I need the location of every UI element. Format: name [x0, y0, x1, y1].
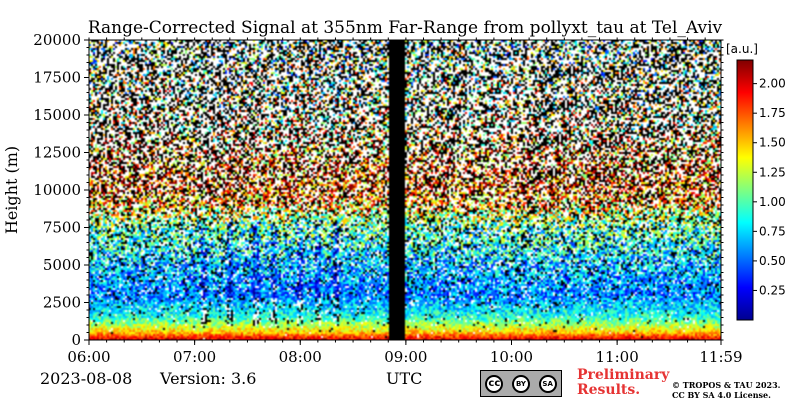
colorbar-tick-label: 1.25 — [759, 165, 786, 179]
sa-icon: SA — [538, 374, 557, 393]
plot-area — [88, 39, 722, 341]
y-tick-label: 0 — [71, 331, 81, 349]
cc-icon: cc — [485, 374, 504, 393]
version-label: Version: 3.6 — [160, 369, 257, 388]
x-tick-label: 06:00 — [67, 348, 110, 366]
colorbar-tick-label: 0.25 — [759, 283, 786, 297]
preliminary-line-2: Results. — [577, 382, 641, 398]
colorbar-tick-label: 1.50 — [759, 136, 786, 150]
y-tick-label: 7500 — [43, 219, 81, 237]
y-axis: 0 2500 5000 7500 10000 12500 15000 17500 20000 — [33, 31, 724, 349]
utc-label: UTC — [386, 369, 423, 388]
colorbar-ticks: 0.25 0.50 0.75 1.00 1.25 1.50 1.75 2.00 — [753, 77, 786, 297]
license-note: © TROPOS & TAU 2023. CC BY SA 4.0 Licens… — [672, 380, 780, 400]
y-tick-label: 12500 — [33, 144, 81, 162]
chart-title: Range-Corrected Signal at 355nm Far-Rang… — [88, 18, 723, 38]
colorbar-tick-label: 0.75 — [759, 224, 786, 238]
colorbar-tick-label: 0.50 — [759, 254, 786, 268]
x-tick-label: 07:00 — [173, 348, 216, 366]
x-axis: 06:00 07:00 08:00 09:00 10:00 11:00 11:59 — [67, 37, 743, 366]
date-label: 2023-08-08 — [40, 369, 133, 388]
by-icon: BY — [511, 374, 530, 393]
colorbar-tick-label: 1.00 — [759, 195, 786, 209]
x-tick-label: 09:00 — [384, 348, 427, 366]
preliminary-line-1: Preliminary — [577, 367, 670, 383]
colorbar: [a.u.] 0.25 0.50 0.75 1.00 1.25 1.50 1.75 2.00 — [726, 42, 786, 321]
y-tick-label: 20000 — [33, 31, 81, 49]
x-tick-label: 08:00 — [279, 348, 322, 366]
license-line-2: CC BY SA 4.0 License. — [672, 390, 771, 400]
x-tick-label: 11:00 — [596, 348, 639, 366]
x-tick-label: 10:00 — [490, 348, 533, 366]
y-tick-label: 5000 — [43, 256, 81, 274]
colorbar-tick-label: 1.75 — [759, 106, 786, 120]
y-tick-label: 2500 — [43, 294, 81, 312]
license-line-1: © TROPOS & TAU 2023. — [672, 380, 781, 390]
y-axis-label: Height (m) — [2, 146, 21, 234]
y-tick-label: 15000 — [33, 106, 81, 124]
colorbar-tick-label: 2.00 — [759, 77, 786, 91]
x-tick-label: 11:59 — [699, 348, 742, 366]
cc-license-badge: cc BY SA — [480, 370, 562, 397]
y-tick-label: 17500 — [33, 69, 81, 87]
preliminary-note: Preliminary Results. — [577, 368, 669, 398]
signal-heatmap — [89, 40, 721, 340]
colorbar-gradient — [736, 59, 754, 321]
y-tick-label: 10000 — [33, 181, 81, 199]
colorbar-label: [a.u.] — [726, 42, 758, 56]
